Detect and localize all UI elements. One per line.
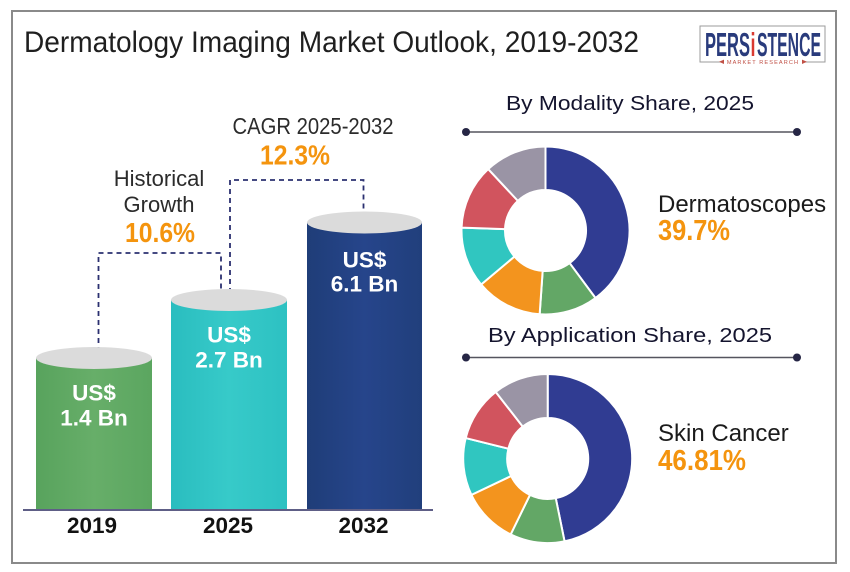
- svg-text:US$: US$: [207, 323, 251, 348]
- svg-text:Skin Cancer: Skin Cancer: [658, 420, 789, 447]
- svg-text:MARKET RESEARCH: MARKET RESEARCH: [727, 60, 799, 66]
- svg-text:46.81%: 46.81%: [658, 445, 746, 477]
- svg-text:i: i: [751, 26, 756, 63]
- svg-text:12.3%: 12.3%: [260, 140, 330, 171]
- svg-text:By Application Share, 2025: By Application Share, 2025: [488, 324, 772, 347]
- svg-text:Dermatology Imaging Market Out: Dermatology Imaging Market Outlook, 2019…: [24, 26, 639, 59]
- svg-text:US$: US$: [343, 248, 387, 273]
- svg-text:2032: 2032: [338, 513, 388, 538]
- svg-text:PERS: PERS: [705, 26, 750, 63]
- svg-text:2.7 Bn: 2.7 Bn: [195, 348, 263, 373]
- svg-text:CAGR 2025-2032: CAGR 2025-2032: [233, 113, 394, 139]
- svg-text:39.7%: 39.7%: [658, 215, 730, 247]
- svg-text:By Modality Share, 2025: By Modality Share, 2025: [506, 92, 754, 115]
- svg-text:2019: 2019: [67, 513, 117, 538]
- svg-text:Historical: Historical: [114, 166, 204, 191]
- svg-text:2025: 2025: [203, 513, 253, 538]
- svg-text:6.1 Bn: 6.1 Bn: [331, 272, 399, 297]
- svg-text:10.6%: 10.6%: [125, 217, 195, 248]
- svg-text:Growth: Growth: [124, 192, 195, 217]
- svg-text:1.4 Bn: 1.4 Bn: [60, 406, 128, 431]
- svg-text:STENCE: STENCE: [757, 26, 821, 63]
- svg-text:US$: US$: [72, 381, 116, 406]
- svg-text:Dermatoscopes: Dermatoscopes: [658, 191, 826, 218]
